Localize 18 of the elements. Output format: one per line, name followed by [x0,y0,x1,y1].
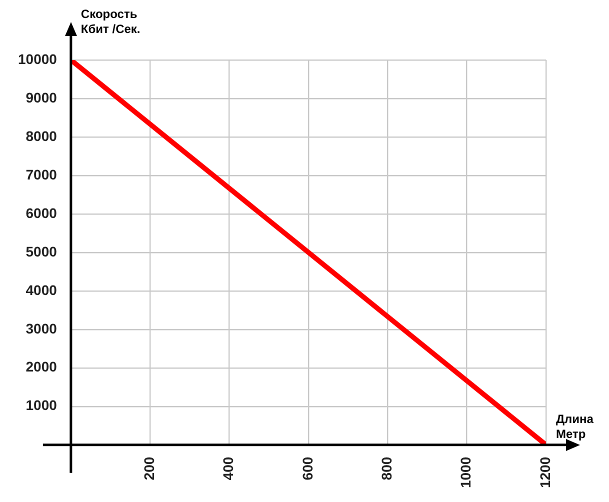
y-tick-label: 9000 [26,89,58,106]
y-tick-label: 2000 [26,358,58,375]
x-tick-label: 800 [378,456,395,480]
x-tick-label: 400 [220,456,236,480]
x-tick-label: 600 [299,456,316,480]
y-tick-label: 3000 [26,320,58,336]
y-tick-label: 4000 [26,282,58,298]
y-tick-label: 5000 [26,243,58,260]
y-tick-label: 10000 [18,50,58,67]
x-axis-title: Длина Метр [556,412,594,441]
y-tick-label: 8000 [26,128,58,144]
y-axis-title: Скорость Кбит /Сек. [80,7,140,36]
y-tick-label: 1000 [26,397,58,414]
x-tick-label: 200 [140,456,157,480]
y-tick-label: 6000 [26,204,58,221]
x-tick-label: 1000 [458,456,474,488]
y-tick-label: 7000 [26,166,58,182]
x-tick-label: 1200 [536,456,553,488]
